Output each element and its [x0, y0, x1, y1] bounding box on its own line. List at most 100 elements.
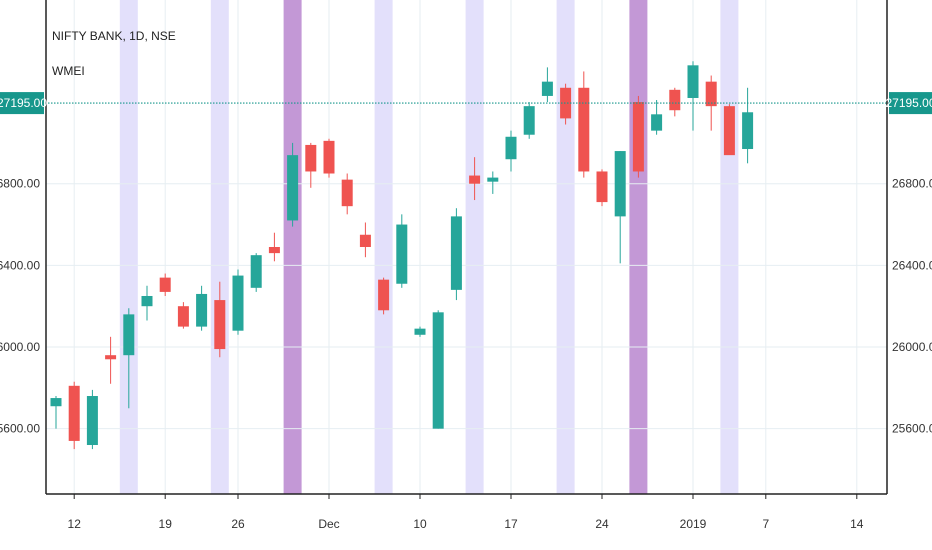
candle: [268, 232, 280, 262]
candle-body: [268, 247, 280, 254]
candle-body: [523, 106, 535, 135]
indicator-label[interactable]: WMEI: [52, 64, 85, 78]
candle: [232, 269, 244, 335]
highlight-column: [465, 0, 484, 494]
candle-body: [141, 295, 153, 307]
candle: [396, 214, 408, 288]
candle: [287, 142, 299, 227]
candle: [742, 87, 754, 164]
candle: [469, 157, 481, 201]
candle-body: [560, 87, 572, 119]
y-tick-label-right: 26000.00: [892, 340, 932, 354]
candle-body: [68, 385, 80, 441]
candle-body: [651, 114, 663, 131]
candle: [177, 302, 189, 329]
candle: [487, 171, 499, 194]
x-tick-label: 7: [762, 517, 769, 531]
candle: [505, 130, 517, 172]
candle: [560, 83, 572, 125]
x-tick-label: 2019: [680, 517, 707, 531]
candle-body: [632, 102, 644, 172]
candle: [50, 396, 62, 429]
candle: [305, 142, 317, 188]
candles: [50, 61, 754, 450]
x-tick-label: 14: [850, 517, 864, 531]
candle-body: [742, 112, 754, 150]
candle-body: [214, 300, 226, 350]
highlight-column: [119, 0, 138, 494]
candle-body: [105, 355, 117, 360]
price-badges: 27195.00 27195.00: [0, 92, 932, 115]
candle: [632, 95, 644, 178]
candle: [378, 277, 390, 315]
candle-body: [86, 396, 98, 446]
candle-body: [505, 136, 517, 160]
candle-body: [487, 177, 499, 182]
candle-body: [305, 144, 317, 172]
candle-body: [50, 398, 62, 407]
candle: [323, 138, 335, 178]
axes: [45, 0, 888, 495]
candle-body: [123, 314, 135, 356]
candle-body: [687, 65, 699, 98]
y-tick-label-right: 26800.00: [892, 177, 932, 191]
y-tick-label-right: 26400.00: [892, 258, 932, 272]
x-tick-label: 26: [231, 517, 245, 531]
tick-labels: 25600.00 25600.00 26000.00 26000.00 26400.00…: [0, 177, 932, 531]
candle-body: [578, 87, 590, 172]
symbol-label[interactable]: NIFTY BANK, 1D, NSE: [52, 29, 176, 43]
price-badge-right-box: [889, 92, 932, 115]
highlight-column: [629, 0, 648, 494]
candle: [341, 173, 353, 215]
highlight-column: [556, 0, 575, 494]
y-tick-label-left: 26000.00: [0, 340, 40, 354]
candle-body: [450, 216, 462, 290]
candle-body: [196, 293, 208, 327]
candle: [523, 102, 535, 139]
candle: [596, 169, 608, 207]
y-tick-label-left: 26400.00: [0, 258, 40, 272]
candle: [432, 310, 444, 429]
candle-body: [287, 155, 299, 221]
candle: [651, 100, 663, 135]
candle-body: [359, 234, 371, 247]
price-badge-left-box: [0, 92, 44, 115]
highlight-column: [374, 0, 393, 494]
candle: [541, 67, 553, 103]
candle-body: [723, 106, 735, 156]
candle-body: [669, 89, 681, 111]
candle: [141, 285, 153, 321]
candle: [214, 281, 226, 358]
candle: [123, 308, 135, 409]
candle: [105, 336, 117, 384]
highlight-column: [720, 0, 739, 494]
candle-body: [341, 179, 353, 207]
candle-body: [614, 151, 626, 217]
price-badge-left: 27195.00: [0, 92, 47, 115]
candle: [450, 208, 462, 301]
candle-body: [232, 275, 244, 331]
candle: [196, 285, 208, 331]
candle-body: [323, 140, 335, 174]
x-tick-label: 19: [159, 517, 173, 531]
candle: [687, 61, 699, 131]
candle: [68, 381, 80, 450]
x-tick-label: 17: [504, 517, 518, 531]
x-tick-label: 12: [68, 517, 82, 531]
x-tick-label: 24: [595, 517, 609, 531]
candle: [669, 87, 681, 117]
candle-body: [250, 255, 262, 288]
candle: [250, 253, 262, 292]
y-tick-label-left: 25600.00: [0, 422, 40, 436]
price-badge-left-text: 27195.00: [0, 96, 47, 110]
y-tick-label-left: 26800.00: [0, 177, 40, 191]
candle: [578, 71, 590, 178]
candle-body: [396, 224, 408, 284]
candle-body: [414, 328, 426, 335]
candle: [614, 151, 626, 264]
candle-body: [432, 312, 444, 429]
y-tick-label-right: 25600.00: [892, 422, 932, 436]
candle-body: [469, 175, 481, 184]
grid-lines: [46, 0, 887, 494]
